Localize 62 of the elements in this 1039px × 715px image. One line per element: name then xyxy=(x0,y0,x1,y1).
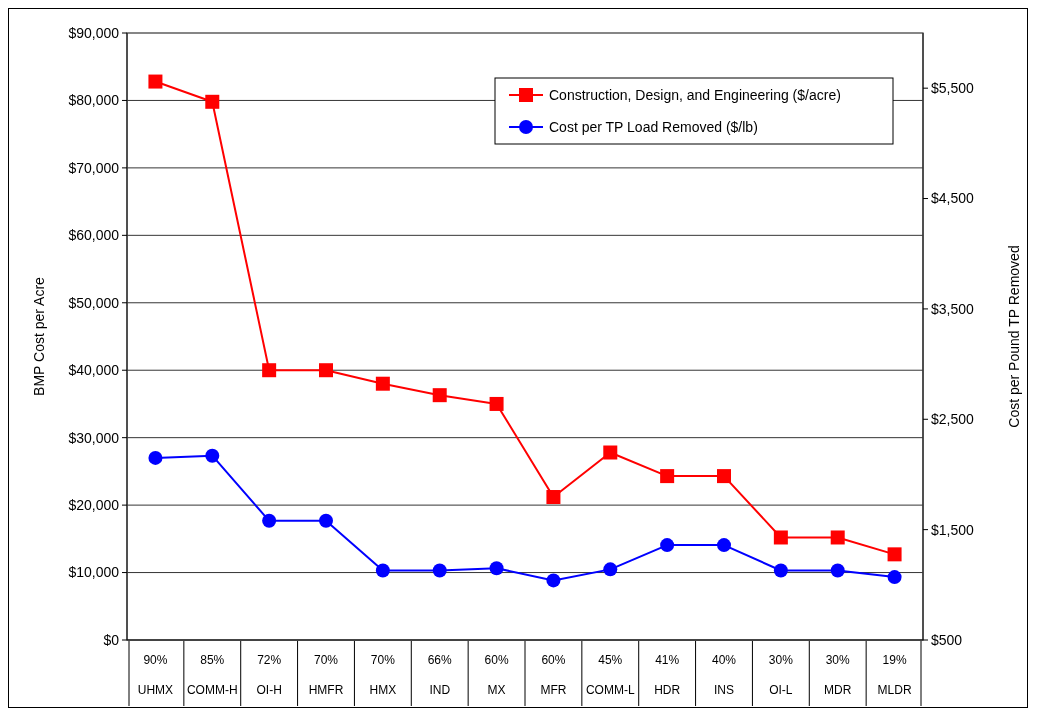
y-tick-label: $60,000 xyxy=(68,227,120,244)
point xyxy=(262,363,277,378)
point xyxy=(773,530,788,545)
category-label: 30% OI-L xyxy=(768,653,793,697)
legend-label: Cost per TP Load Removed ($/lb) xyxy=(549,118,758,135)
point xyxy=(375,563,390,578)
category-label: 19% MLDR xyxy=(877,653,912,697)
y2-tick-label: $2,500 xyxy=(931,411,975,428)
point xyxy=(432,563,447,578)
point xyxy=(603,562,618,577)
point xyxy=(830,530,845,545)
point xyxy=(717,538,731,553)
y-tick-label: $90,000 xyxy=(68,24,120,41)
category-label: 60% MFR xyxy=(540,653,567,697)
point xyxy=(660,538,675,553)
point xyxy=(717,469,731,484)
y-tick-label: $10,000 xyxy=(68,564,120,581)
y-tick-label: $0 xyxy=(103,631,120,648)
category-label: 30% MDR xyxy=(824,653,852,697)
y-tick-label: $30,000 xyxy=(68,429,120,446)
category-label: 70% HMX xyxy=(369,653,397,697)
category-label: 90% UHMX xyxy=(137,653,174,697)
category-label: 70% HMFR xyxy=(308,653,344,697)
point xyxy=(660,469,675,484)
point xyxy=(319,513,333,528)
point xyxy=(432,388,447,403)
legend-label: Construction, Design, and Engineering ($/acre) xyxy=(549,86,841,103)
category-label: 41% HDR xyxy=(654,653,681,697)
y-tick-label: $50,000 xyxy=(68,294,120,311)
point xyxy=(546,573,561,588)
y2-tick-label: $3,500 xyxy=(931,300,975,317)
category-label: 72% OI-H xyxy=(256,653,282,697)
point xyxy=(546,490,561,505)
category-label: 40% INS xyxy=(711,653,737,697)
point xyxy=(489,561,504,576)
y2-tick-label: $1,500 xyxy=(931,521,975,538)
category-label: 60% MX xyxy=(484,653,509,697)
point xyxy=(887,570,902,585)
y2-axis-title: Cost per Pound TP Removed xyxy=(1006,245,1022,428)
point xyxy=(887,547,902,562)
point xyxy=(148,450,163,465)
y2-tick-label: $5,500 xyxy=(931,80,975,97)
point xyxy=(830,563,845,578)
category-label: 45% COMM-L xyxy=(585,653,635,697)
point xyxy=(319,363,333,378)
y-tick-label: $80,000 xyxy=(68,92,120,109)
point xyxy=(489,396,504,411)
point xyxy=(262,513,277,528)
point xyxy=(375,376,390,391)
y-axis-title: BMP Cost per Acre xyxy=(31,276,47,396)
y-tick-label: $20,000 xyxy=(68,497,120,514)
y2-tick-label: $500 xyxy=(931,631,963,648)
point xyxy=(205,448,220,463)
y-tick-label: $40,000 xyxy=(68,362,120,379)
point xyxy=(773,563,788,578)
point xyxy=(205,94,220,109)
point xyxy=(148,74,163,89)
category-label: 66% IND xyxy=(427,653,452,697)
point xyxy=(603,445,618,460)
y-tick-label: $70,000 xyxy=(68,159,120,176)
category-label: 85% COMM-H xyxy=(186,653,238,697)
y2-tick-label: $4,500 xyxy=(931,190,975,207)
